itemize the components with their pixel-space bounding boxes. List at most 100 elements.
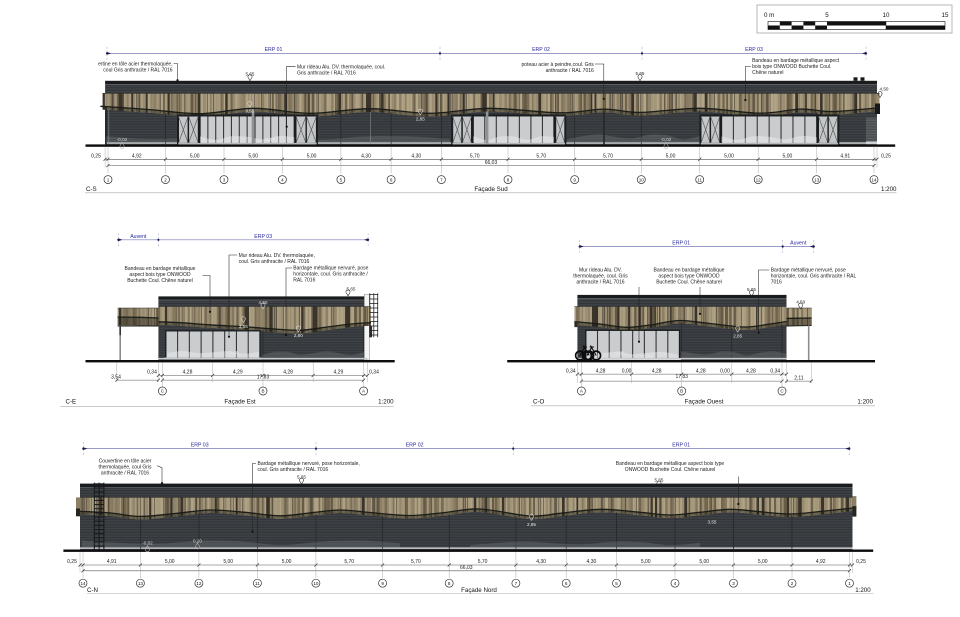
svg-text:9: 9 xyxy=(573,177,576,182)
svg-text:11: 11 xyxy=(697,177,702,182)
svg-text:Buchette Coul. Chêne naturel: Buchette Coul. Chêne naturel xyxy=(127,278,193,284)
svg-text:5,00: 5,00 xyxy=(641,559,651,565)
svg-text:5: 5 xyxy=(825,12,829,19)
svg-text:4,92: 4,92 xyxy=(132,153,142,159)
svg-text:thermolaquée, coul Gris: thermolaquée, coul Gris xyxy=(98,464,152,470)
svg-text:12: 12 xyxy=(196,581,202,586)
svg-text:Chêne naturel: Chêne naturel xyxy=(752,70,783,76)
svg-text:-0,02: -0,02 xyxy=(117,137,128,142)
svg-text:4,91: 4,91 xyxy=(840,153,850,159)
svg-text:0,00: 0,00 xyxy=(622,368,632,374)
svg-text:0 m: 0 m xyxy=(764,12,774,19)
svg-text:7016: 7016 xyxy=(771,280,782,286)
svg-text:5,65: 5,65 xyxy=(246,72,255,77)
svg-text:5,65: 5,65 xyxy=(297,474,306,479)
svg-text:RAL 7016: RAL 7016 xyxy=(293,278,315,284)
svg-text:0,00: 0,00 xyxy=(720,368,730,374)
svg-text:0,34: 0,34 xyxy=(369,370,379,376)
svg-text:1: 1 xyxy=(107,177,110,182)
svg-text:Mur rideau Alu. DV. thermolaqu: Mur rideau Alu. DV. thermolaquée, xyxy=(239,253,315,259)
svg-text:bois type ONWOOD Buchette Coul: bois type ONWOOD Buchette Coul. xyxy=(752,64,831,70)
svg-text:4,28: 4,28 xyxy=(283,370,293,376)
svg-text:ERP 03: ERP 03 xyxy=(254,234,272,240)
svg-text:ertine en tôle acier thermolaq: ertine en tôle acier thermolaquée, xyxy=(98,62,173,68)
svg-text:6: 6 xyxy=(390,177,393,182)
svg-text:ONWOOD Buchette Coul. Chêne na: ONWOOD Buchette Coul. Chêne naturel xyxy=(625,467,716,473)
svg-text:Bandeau en bardage métallique: Bandeau en bardage métallique aspect boi… xyxy=(616,461,725,467)
svg-text:5: 5 xyxy=(615,581,618,586)
svg-text:ERP 02: ERP 02 xyxy=(406,443,424,449)
svg-text:5,00: 5,00 xyxy=(758,559,768,565)
svg-text:Auvent: Auvent xyxy=(790,241,807,247)
svg-text:5,65: 5,65 xyxy=(636,71,645,76)
svg-text:Bandeau en bardage métallique: Bandeau en bardage métallique aspect xyxy=(752,58,840,64)
svg-text:0,34: 0,34 xyxy=(147,370,157,376)
svg-text:C-N: C-N xyxy=(87,587,98,594)
svg-text:0,25: 0,25 xyxy=(856,559,866,565)
svg-text:3,54: 3,54 xyxy=(111,375,121,381)
svg-text:15: 15 xyxy=(942,12,949,19)
svg-text:4,28: 4,28 xyxy=(183,370,193,376)
svg-text:1:200: 1:200 xyxy=(881,186,897,193)
svg-text:5,00: 5,00 xyxy=(248,153,258,159)
svg-text:0,34: 0,34 xyxy=(770,368,780,374)
svg-text:13: 13 xyxy=(138,581,144,586)
svg-text:5,70: 5,70 xyxy=(536,153,546,159)
svg-text:5,00: 5,00 xyxy=(223,559,233,565)
svg-text:5,70: 5,70 xyxy=(478,559,488,565)
svg-text:11: 11 xyxy=(255,581,260,586)
svg-text:0,25: 0,25 xyxy=(91,153,101,159)
svg-text:14: 14 xyxy=(871,177,877,182)
svg-text:9: 9 xyxy=(381,581,384,586)
svg-text:anthracite / RAL 7016: anthracite / RAL 7016 xyxy=(546,68,594,74)
svg-text:2: 2 xyxy=(791,581,794,586)
svg-text:-0,02: -0,02 xyxy=(661,137,672,142)
svg-text:Bardage métallique nervuré, po: Bardage métallique nervuré, pose xyxy=(771,268,846,274)
svg-text:Façade Est: Façade Est xyxy=(224,398,256,405)
svg-text:5,65: 5,65 xyxy=(347,286,356,291)
svg-text:2,85: 2,85 xyxy=(416,116,425,121)
svg-text:horizontale, coul. Gris anthra: horizontale, coul. Gris anthracite / RAL xyxy=(771,274,857,280)
svg-text:ERP 03: ERP 03 xyxy=(191,443,209,449)
svg-text:4,30: 4,30 xyxy=(411,153,421,159)
svg-text:0,25: 0,25 xyxy=(67,559,77,565)
svg-text:C: C xyxy=(780,389,784,394)
svg-text:Bandeau en bardage métallique: Bandeau en bardage métallique xyxy=(654,268,725,274)
svg-text:5,00: 5,00 xyxy=(307,153,317,159)
svg-text:4,28: 4,28 xyxy=(596,368,606,374)
svg-text:poteau acier à peindre,coul. G: poteau acier à peindre,coul. Gris xyxy=(522,62,595,68)
svg-text:4: 4 xyxy=(674,581,677,586)
svg-text:0,34: 0,34 xyxy=(566,368,576,374)
svg-text:1: 1 xyxy=(848,581,851,586)
svg-text:13: 13 xyxy=(814,177,820,182)
svg-text:4,30: 4,30 xyxy=(587,559,597,565)
svg-text:horizontale, coul. Gris anthra: horizontale, coul. Gris anthracite / xyxy=(293,272,368,278)
svg-text:4,29: 4,29 xyxy=(233,370,243,376)
svg-text:4,28: 4,28 xyxy=(652,368,662,374)
svg-text:5,00: 5,00 xyxy=(282,559,292,565)
svg-text:5,00: 5,00 xyxy=(190,153,200,159)
svg-text:C-S: C-S xyxy=(86,186,97,193)
svg-text:anthracite / RAL 7016: anthracite / RAL 7016 xyxy=(101,470,149,476)
svg-text:Façade Sud: Façade Sud xyxy=(474,186,508,193)
svg-text:6: 6 xyxy=(565,581,568,586)
svg-text:3: 3 xyxy=(223,177,226,182)
svg-text:Façade Nord: Façade Nord xyxy=(461,587,497,594)
svg-text:8: 8 xyxy=(507,177,510,182)
svg-text:7: 7 xyxy=(515,581,518,586)
svg-text:A: A xyxy=(580,389,584,394)
svg-text:4: 4 xyxy=(281,177,284,182)
svg-text:aspect bois type ONWOOD: aspect bois type ONWOOD xyxy=(658,274,720,280)
svg-text:2: 2 xyxy=(164,177,167,182)
svg-text:5,00: 5,00 xyxy=(699,559,709,565)
svg-text:C-O: C-O xyxy=(533,398,545,405)
svg-text:C-E: C-E xyxy=(66,398,77,405)
svg-text:5: 5 xyxy=(340,177,343,182)
svg-text:B: B xyxy=(680,389,683,394)
svg-text:Mur rideau Alu. DV. thermolaqu: Mur rideau Alu. DV. thermolaquée, coul. xyxy=(297,64,385,70)
svg-text:10: 10 xyxy=(639,177,645,182)
svg-text:4,50: 4,50 xyxy=(880,87,889,92)
svg-text:0,00: 0,00 xyxy=(266,137,275,142)
svg-text:2,80: 2,80 xyxy=(294,333,303,338)
svg-text:Couvertine en tôle acier: Couvertine en tôle acier xyxy=(99,458,152,464)
